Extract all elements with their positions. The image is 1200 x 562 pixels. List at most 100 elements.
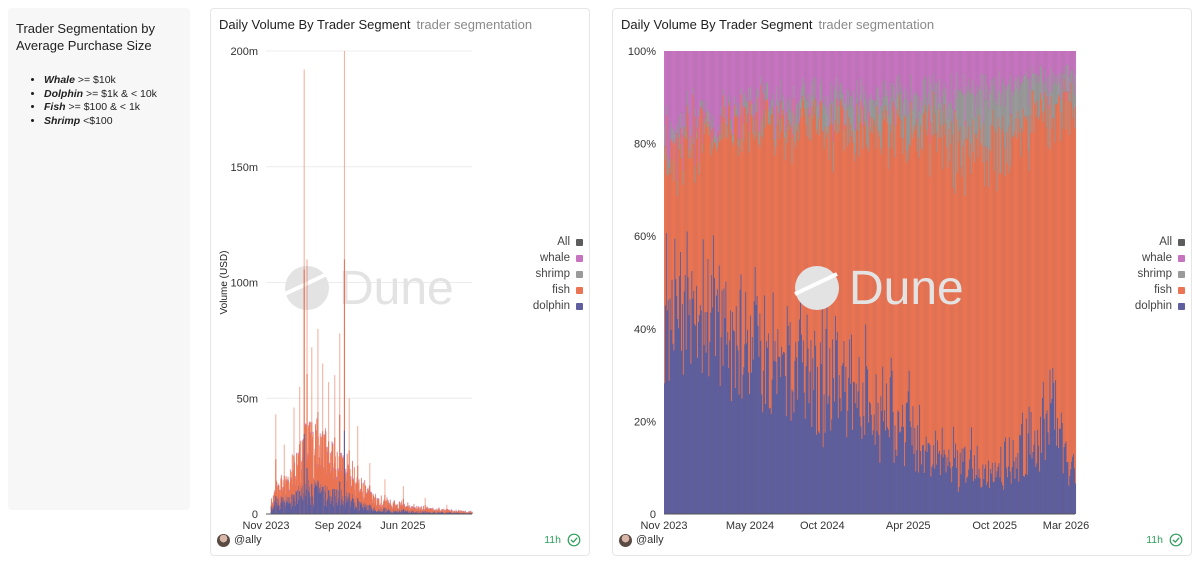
fish-share-bar: [1065, 129, 1067, 442]
whale-share-bar: [909, 51, 911, 105]
whale-share-bar: [913, 51, 915, 95]
spike-dolphin-bar: [303, 433, 305, 514]
dolphin-bar: [465, 512, 467, 514]
dolphin-bar: [356, 508, 358, 514]
dolphin-share-bar: [920, 450, 922, 514]
whale-bar: [378, 499, 380, 501]
dolphin-bar: [296, 491, 297, 514]
fish-bar: [358, 481, 360, 501]
dolphin-bar: [316, 485, 318, 514]
fish-share-bar: [692, 94, 694, 299]
shrimp-share-bar: [864, 98, 866, 122]
fish-bar: [458, 510, 460, 513]
spike-bar: [311, 422, 313, 514]
whale-share-bar: [933, 51, 935, 74]
whale-share-bar: [819, 51, 821, 85]
fish-bar: [462, 511, 464, 513]
fish-share-bar: [931, 134, 933, 468]
legend-item-fish[interactable]: fish: [533, 282, 583, 298]
dolphin-bar: [403, 512, 405, 514]
dolphin-bar: [346, 498, 348, 514]
fish-bar: [338, 471, 340, 491]
legend-item-dolphin[interactable]: dolphin: [1135, 298, 1185, 314]
volume-chart-card[interactable]: Daily Volume By Trader Segment trader seg…: [210, 8, 590, 556]
dolphin-share-bar: [942, 457, 944, 514]
dolphin-bar: [358, 500, 360, 514]
shrimp-share-bar: [1051, 91, 1053, 129]
fish-bar: [382, 506, 384, 512]
whale-share-bar: [935, 51, 937, 83]
dolphin-bar: [381, 511, 383, 514]
whale-bar: [280, 474, 282, 476]
shrimp-share-bar: [701, 144, 703, 153]
whale-bar: [303, 448, 305, 449]
dolphin-share-bar: [1043, 418, 1045, 514]
fish-bar: [305, 424, 306, 485]
fish-share-bar: [929, 176, 931, 446]
whale-share-bar: [1023, 51, 1026, 76]
dolphin-bar: [334, 494, 336, 514]
fish-share-bar: [760, 84, 762, 341]
fish-bar: [440, 511, 442, 514]
chart-subtitle[interactable]: trader segmentation: [818, 17, 935, 32]
shrimp-share-bar: [682, 170, 684, 185]
whale-bar: [297, 453, 299, 456]
dolphin-bar: [420, 512, 422, 514]
shrimp-share-bar: [1035, 83, 1037, 103]
chart-subtitle[interactable]: trader segmentation: [416, 17, 533, 32]
legend-item-all[interactable]: All: [1135, 234, 1185, 250]
chart-title[interactable]: Daily Volume By Trader Segment: [621, 17, 813, 32]
whale-share-bar: [672, 51, 674, 128]
legend-item-shrimp[interactable]: shrimp: [533, 266, 583, 282]
dolphin-share-bar: [840, 411, 842, 514]
whale-share-bar: [826, 51, 828, 114]
fish-bar: [410, 508, 412, 513]
dolphin-bar: [351, 501, 352, 514]
fish-share-bar: [682, 184, 684, 375]
dolphin-share-bar: [850, 383, 852, 514]
avatar[interactable]: [217, 534, 230, 547]
dolphin-bar: [333, 506, 335, 514]
legend-item-whale[interactable]: whale: [533, 250, 583, 266]
fish-bar: [432, 508, 434, 513]
fish-bar: [329, 474, 331, 491]
dolphin-share-bar: [945, 472, 947, 514]
shrimp-share-bar: [664, 124, 666, 147]
dolphin-bar: [319, 487, 321, 514]
share-chart-card[interactable]: Daily Volume By Trader Segment trader seg…: [612, 8, 1192, 556]
dolphin-share-bar: [786, 306, 788, 514]
author-handle[interactable]: @ally: [636, 534, 664, 546]
dolphin-share-bar: [708, 376, 710, 514]
dolphin-bar: [292, 506, 294, 514]
dolphin-bar: [450, 512, 452, 514]
legend-item-shrimp[interactable]: shrimp: [1135, 266, 1185, 282]
legend-item-dolphin[interactable]: dolphin: [533, 298, 583, 314]
chart-title[interactable]: Daily Volume By Trader Segment: [219, 17, 411, 32]
dolphin-share-bar: [869, 401, 871, 514]
shrimp-share-bar: [859, 93, 861, 122]
fish-share-bar: [802, 101, 804, 341]
dolphin-share-bar: [742, 374, 744, 514]
dolphin-bar: [276, 502, 278, 514]
whale-share-bar: [777, 51, 779, 101]
fish-share-bar: [855, 129, 857, 384]
author-handle[interactable]: @ally: [234, 534, 262, 546]
fish-share-bar: [681, 135, 684, 305]
dolphin-share-bar: [790, 420, 792, 514]
legend-item-all[interactable]: All: [533, 234, 583, 250]
dolphin-bar: [289, 497, 291, 514]
shrimp-bar: [321, 434, 323, 436]
fish-share-bar: [721, 139, 723, 291]
fish-share-bar: [820, 100, 822, 364]
legend-item-fish[interactable]: fish: [1135, 282, 1185, 298]
whale-share-bar: [835, 51, 838, 77]
whale-share-bar: [923, 51, 925, 79]
shrimp-share-bar: [716, 137, 718, 147]
avatar[interactable]: [619, 534, 632, 547]
whale-share-bar: [1010, 51, 1012, 75]
dolphin-share-bar: [785, 416, 787, 514]
shrimp-share-bar: [664, 146, 666, 160]
legend-item-whale[interactable]: whale: [1135, 250, 1185, 266]
